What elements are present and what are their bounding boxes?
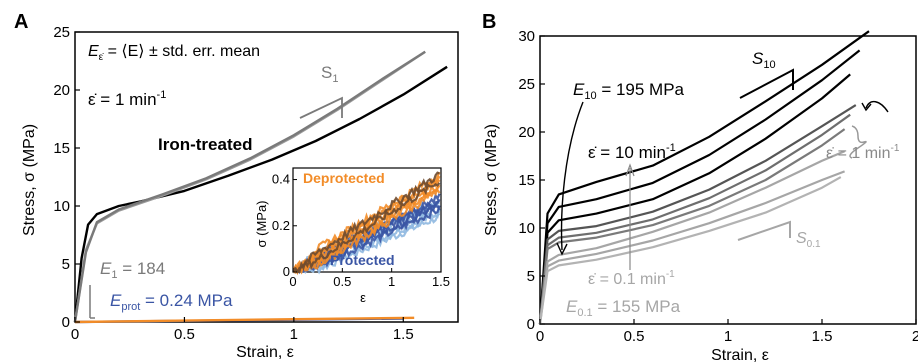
rate1-label: ε̇ = 1 min-1 <box>826 143 900 162</box>
inset-xtick-label-3: 1.5 <box>432 274 450 289</box>
iron-treated-label: Iron-treated <box>158 135 252 154</box>
e10-label: E10 = 195 MPa <box>573 80 685 102</box>
panel-a-frame <box>74 31 459 323</box>
b-series-line-5 <box>538 128 846 325</box>
a-ytick-label-4: 20 <box>53 82 70 99</box>
b-series-line-2 <box>538 73 851 325</box>
inset-ytick-label-2: 0.4 <box>272 172 290 187</box>
e1-label: E1 = 184 <box>100 259 165 281</box>
inset-ylabel: σ (MPa) <box>254 200 269 247</box>
b-ytick-label-6: 30 <box>518 28 535 45</box>
rate1-arrowhead <box>861 102 872 112</box>
slope-label-s1: S1 <box>321 63 338 85</box>
e01-label: E0.1 = 155 MPa <box>566 297 681 319</box>
b-ytick-label-0: 0 <box>527 316 535 333</box>
e1-marker <box>89 285 95 319</box>
a-ytick-label-2: 10 <box>53 198 70 215</box>
a-ytick-label-0: 0 <box>62 314 70 331</box>
inset-label-deprotected: Deprotected <box>303 170 385 186</box>
a-series-line-0 <box>73 65 448 323</box>
b-series-line-0 <box>538 30 870 325</box>
slope-label-s01: S0.1 <box>796 230 821 250</box>
rate-annotation-a: ε̇ = 1 min-1 <box>88 89 166 109</box>
eprot-label: Eprot = 0.24 MPa <box>110 291 233 313</box>
rate-arrowhead <box>625 163 635 177</box>
e10-arrow <box>560 101 584 251</box>
a-xtick-label-1: 0.5 <box>174 326 195 343</box>
slope-label-s10: S10 <box>752 49 776 71</box>
b-series-line-6 <box>538 150 846 325</box>
inset-label-protected: Protected <box>330 252 395 268</box>
slope-triangle-s01 <box>737 220 791 241</box>
b-ytick-label-1: 5 <box>527 268 535 285</box>
a-series-line-4 <box>74 316 415 324</box>
inset-xtick-label-0: 0 <box>289 274 296 289</box>
rate1-brace <box>849 125 867 159</box>
b-series-line-4 <box>538 113 851 325</box>
inset-dark-trace-1 <box>292 171 440 274</box>
inset-xlabel: ε <box>360 290 366 305</box>
inset: 0 0.5 1 1.5 0 0.2 0.4 Deprotected Protected σ … <box>254 167 450 305</box>
a-ytick-label-1: 5 <box>62 256 70 273</box>
b-ytick-label-4: 20 <box>518 124 535 141</box>
inset-xtick-label-2: 1 <box>388 274 395 289</box>
e10-arrowhead <box>556 242 568 256</box>
b-ytick-label-5: 25 <box>518 76 535 93</box>
inset-ytick-label-1: 0.2 <box>272 218 290 233</box>
a-xtick-label-2: 1 <box>290 326 298 343</box>
xlabel-a: Strain, ε <box>236 344 294 361</box>
inset-ytick-label-0: 0 <box>283 264 290 279</box>
slope-triangle-s10 <box>739 68 794 99</box>
b-xtick-label-4: 2 <box>912 328 918 345</box>
a-xtick-label-0: 0 <box>71 326 79 343</box>
xlabel-b: Strain, ε <box>711 347 769 363</box>
b-xtick-label-3: 1.5 <box>812 328 833 345</box>
b-series-line-3 <box>538 104 857 325</box>
inset-dark-trace-0 <box>293 182 441 274</box>
ylabel-b: Stress, σ (MPa) <box>483 124 500 236</box>
b-xtick-label-1: 0.5 <box>624 328 645 345</box>
inset-deprotected-trace-0 <box>292 188 441 275</box>
b-series-line-8 <box>538 176 842 325</box>
inset-xtick-label-1: 0.5 <box>333 274 351 289</box>
rate10-label: ε̇ = 10 min-1 <box>588 142 676 162</box>
b-xtick-label-2: 1 <box>724 328 732 345</box>
ylabel-a: Stress, σ (MPa) <box>21 124 38 236</box>
a-series-line-2 <box>73 50 426 323</box>
rate01-label: ε̇ = 0.1 min-1 <box>588 269 675 288</box>
mean-equation: Eε̇ = ⟨E⟩ ± std. err. mean <box>88 43 260 63</box>
a-xtick-label-3: 1.5 <box>393 326 414 343</box>
rate1-curved-arrow <box>865 101 889 113</box>
a-ytick-label-5: 25 <box>53 24 70 41</box>
b-ytick-label-2: 10 <box>518 220 535 237</box>
b-series-line-7 <box>538 170 845 325</box>
slope-triangle-s1 <box>299 96 343 119</box>
b-ytick-label-3: 15 <box>518 172 535 189</box>
panel-label-a: A <box>14 11 28 33</box>
b-xtick-label-0: 0 <box>536 328 544 345</box>
b-series-line-1 <box>538 49 861 325</box>
panel-label-b: B <box>482 11 496 33</box>
a-ytick-label-3: 15 <box>53 140 70 157</box>
